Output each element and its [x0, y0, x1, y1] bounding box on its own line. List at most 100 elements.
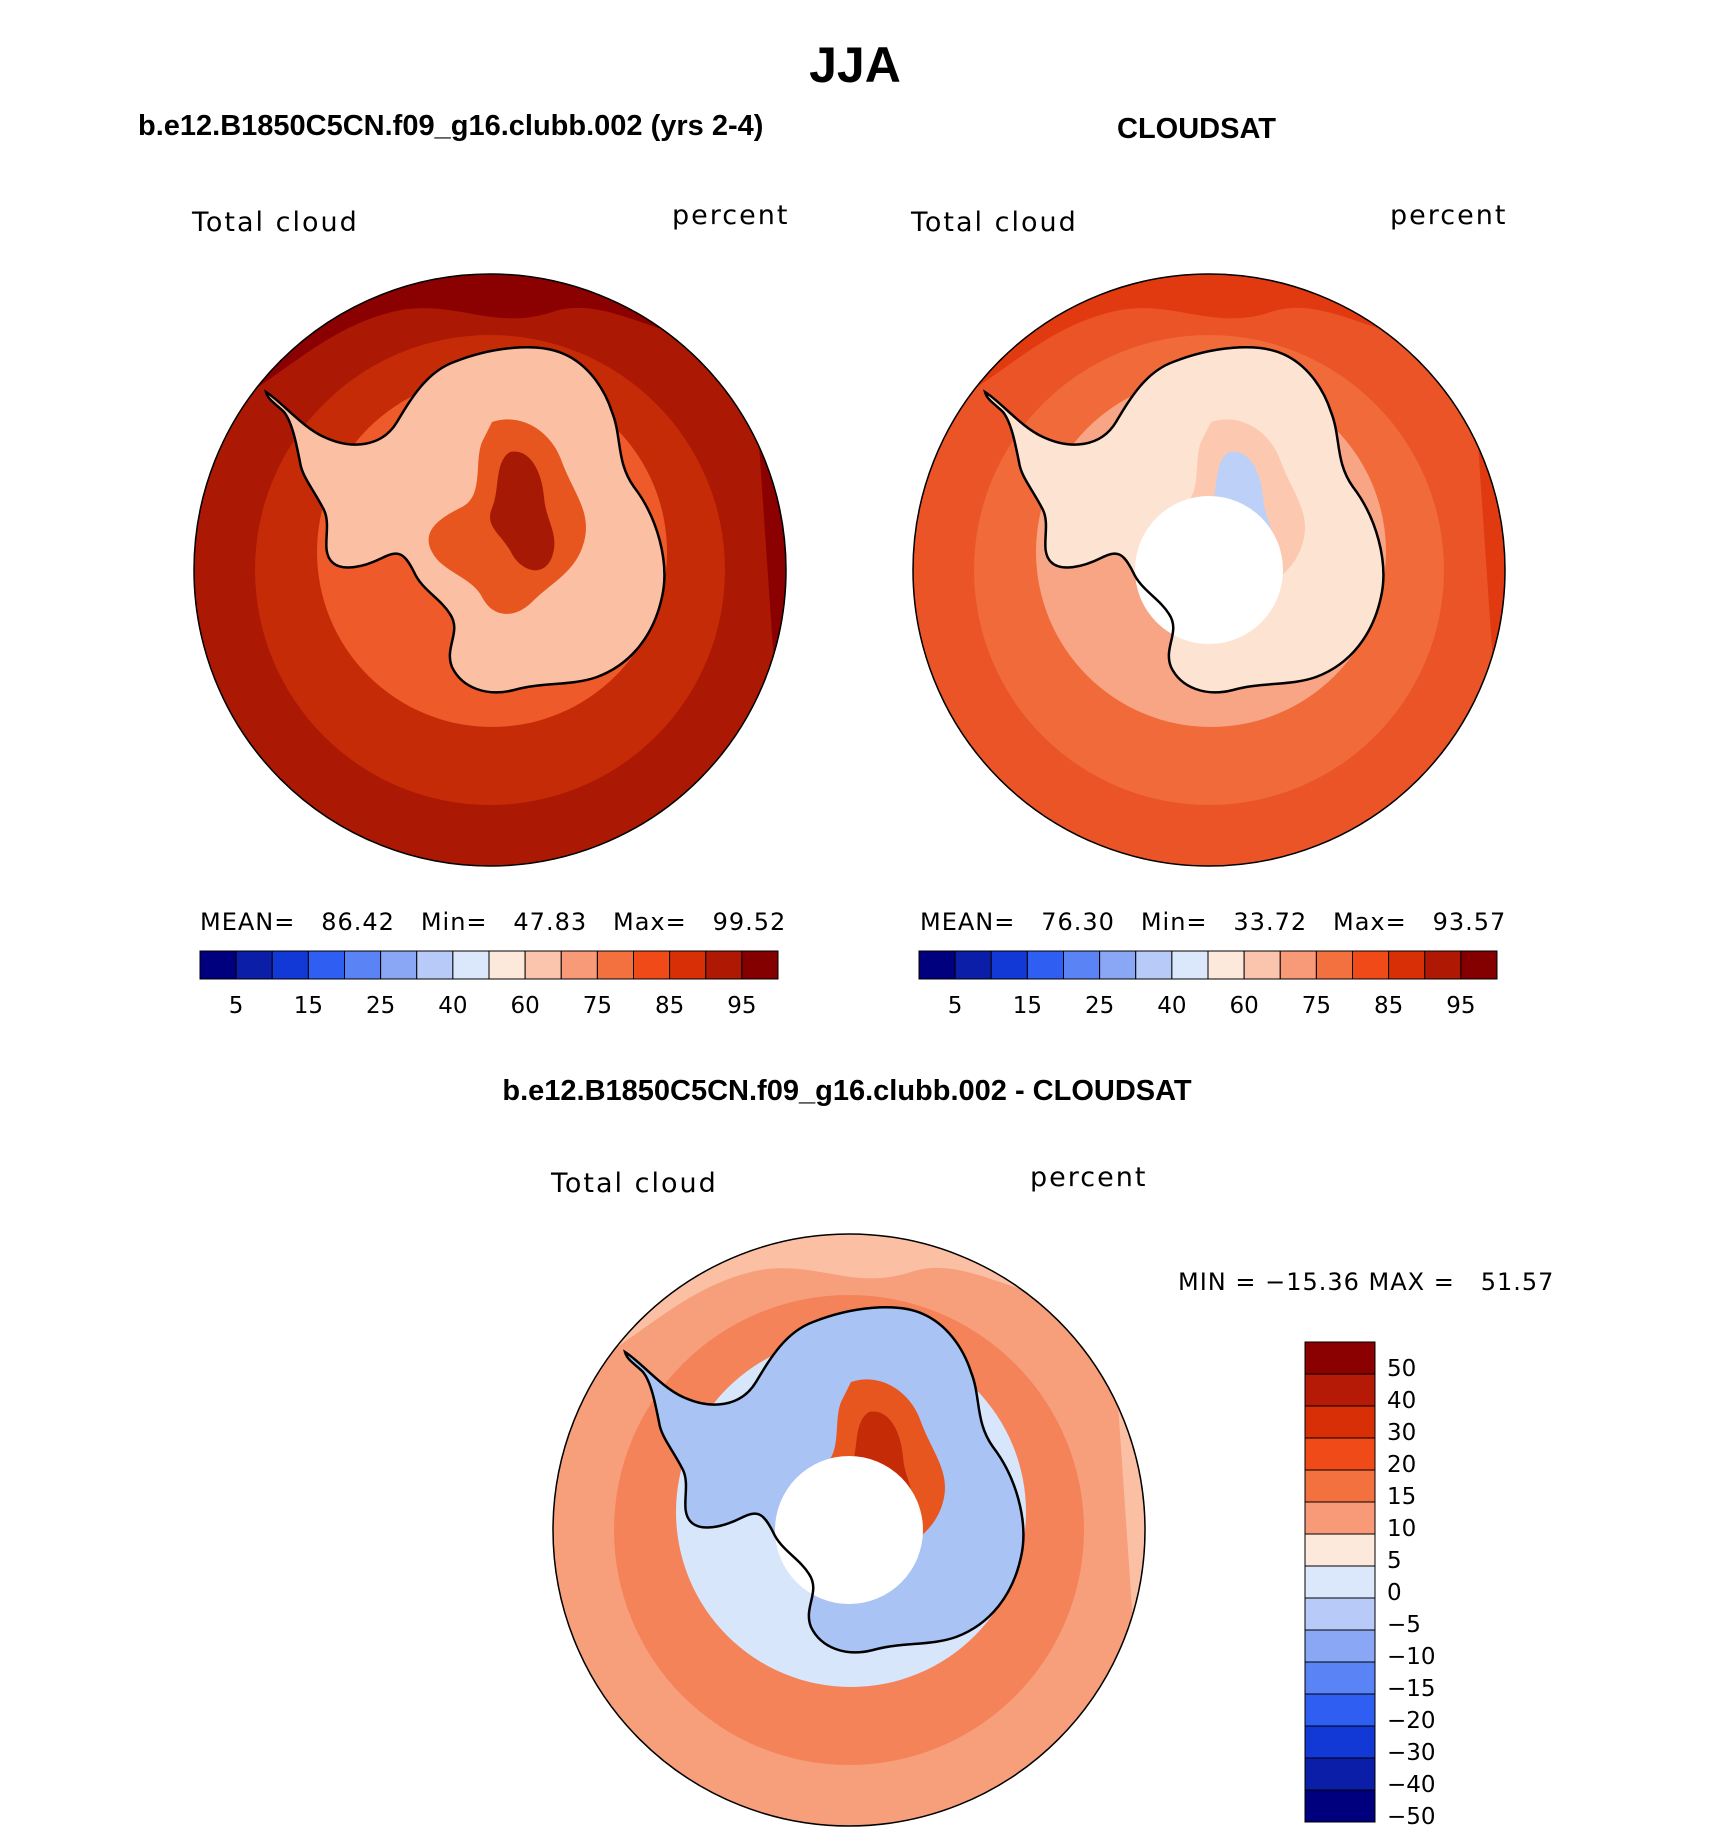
colorbar-tick-label: 40 [1387, 1388, 1416, 1414]
colorbar-tick-label: 0 [1387, 1580, 1402, 1606]
panel2-variable-label: Total cloud [911, 207, 1078, 238]
colorbar-cloudsat: 5 15 25 40 60 75 85 95 [918, 950, 1498, 1019]
colorbar-swatch [1304, 1725, 1376, 1759]
colorbar-swatch [1304, 1533, 1376, 1567]
colorbar-tick-label: 15 [294, 993, 323, 1019]
colorbar-swatch [1063, 950, 1101, 980]
colorbar-swatch [344, 950, 382, 980]
colorbar-tick-label: 5 [1387, 1548, 1402, 1574]
colorbar-swatch [235, 950, 273, 980]
panel1-variable-label: Total cloud [192, 207, 359, 238]
colorbar-swatch [1304, 1405, 1376, 1439]
map-border [552, 1233, 1146, 1827]
colorbar-swatch [633, 950, 671, 980]
colorbar-swatch [1304, 1629, 1376, 1663]
colorbar-swatch [1279, 950, 1317, 980]
colorbar-swatch [271, 950, 309, 980]
colorbar-tick-label: 75 [1302, 993, 1331, 1019]
missing-data-pole [775, 1456, 923, 1604]
colorbar-swatch [488, 950, 526, 980]
colorbar-swatch [1388, 950, 1426, 980]
colorbar-model: 5 15 25 40 60 75 85 95 [199, 950, 779, 1019]
colorbar-tick-label: 75 [583, 993, 612, 1019]
colorbar-tick-label: 95 [727, 993, 756, 1019]
map-cloudsat [912, 273, 1506, 867]
colorbar-tick-label: 40 [1157, 993, 1186, 1019]
colorbar-swatch [1460, 950, 1498, 980]
field-interior-core [490, 451, 555, 571]
panel2-subtitle: CLOUDSAT [1117, 113, 1276, 145]
colorbar-tick-label: 15 [1013, 993, 1042, 1019]
colorbar-swatch [705, 950, 743, 980]
colorbar-tick-label: 40 [438, 993, 467, 1019]
colorbar-swatch [1026, 950, 1064, 980]
colorbar-tick-label: 50 [1387, 1356, 1416, 1382]
colorbar-swatch [1315, 950, 1353, 980]
colorbar-tick-label: 25 [1085, 993, 1114, 1019]
colorbar-swatch [1171, 950, 1209, 980]
colorbar-swatch [1304, 1437, 1376, 1471]
colorbar-swatch [380, 950, 418, 980]
map-border [193, 273, 787, 867]
diff-variable-label: Total cloud [551, 1168, 718, 1199]
map-model [193, 273, 787, 867]
colorbar-swatch [1304, 1661, 1376, 1695]
colorbar-tick-label: 30 [1387, 1420, 1416, 1446]
colorbar-swatch [1243, 950, 1281, 980]
colorbar-swatch [1304, 1373, 1376, 1407]
colorbar-tick-label: −15 [1387, 1676, 1436, 1702]
colorbar-tick-label: 5 [948, 993, 963, 1019]
colorbar-swatch [1099, 950, 1137, 980]
colorbar-swatch [990, 950, 1028, 980]
colorbar-swatch [1304, 1469, 1376, 1503]
map-border [912, 273, 1506, 867]
colorbar-swatch [918, 950, 956, 980]
coastline [623, 1306, 1025, 1654]
colorbar-swatch [596, 950, 634, 980]
colorbar-tick-label: 20 [1387, 1452, 1416, 1478]
panel1-units-label: percent [672, 200, 790, 231]
colorbar-swatch [1304, 1789, 1376, 1823]
colorbar-swatch [1352, 950, 1390, 980]
panel2-stats: MEAN= 76.30 Min= 33.72 Max= 93.57 [920, 908, 1507, 936]
colorbar-tick-label: −5 [1387, 1612, 1421, 1638]
colorbar-swatch [669, 950, 707, 980]
colorbar-swatch [416, 950, 454, 980]
colorbar-tick-label: 60 [510, 993, 539, 1019]
colorbar-tick-label: 85 [1374, 993, 1403, 1019]
panel1-subtitle: b.e12.B1850C5CN.f09_g16.clubb.002 (yrs 2… [138, 110, 764, 142]
colorbar-swatch [560, 950, 598, 980]
colorbar-tick-label: 95 [1446, 993, 1475, 1019]
figure-title: JJA [809, 37, 901, 93]
colorbar-swatch [199, 950, 237, 980]
map-difference [552, 1233, 1146, 1827]
colorbar-swatch [1304, 1341, 1376, 1375]
colorbar-tick-label: 25 [366, 993, 395, 1019]
colorbar-swatch [1304, 1757, 1376, 1791]
diff-subtitle: b.e12.B1850C5CN.f09_g16.clubb.002 - CLOU… [502, 1075, 1192, 1107]
colorbar-swatch [1304, 1597, 1376, 1631]
diff-minmax: MIN = −15.36 MAX = 51.57 [1178, 1268, 1555, 1296]
colorbar-tick-label: −50 [1387, 1804, 1436, 1830]
colorbar-swatch [524, 950, 562, 980]
colorbar-swatch [1304, 1501, 1376, 1535]
colorbar-swatch [452, 950, 490, 980]
colorbar-tick-label: 60 [1229, 993, 1258, 1019]
colorbar-tick-label: −30 [1387, 1740, 1436, 1766]
diff-units-label: percent [1030, 1162, 1148, 1193]
panel2-units-label: percent [1390, 200, 1508, 231]
colorbar-swatch [1135, 950, 1173, 980]
coastline [983, 346, 1385, 694]
colorbar-swatch [307, 950, 345, 980]
colorbar-tick-label: −20 [1387, 1708, 1436, 1734]
coastline [264, 346, 666, 694]
colorbar-swatch [741, 950, 779, 980]
colorbar-tick-label: −10 [1387, 1644, 1436, 1670]
colorbar-tick-label: 10 [1387, 1516, 1416, 1542]
colorbar-tick-label: 5 [229, 993, 244, 1019]
missing-data-pole [1135, 496, 1283, 644]
colorbar-swatch [1304, 1693, 1376, 1727]
colorbar-swatch [954, 950, 992, 980]
colorbar-swatch [1304, 1565, 1376, 1599]
